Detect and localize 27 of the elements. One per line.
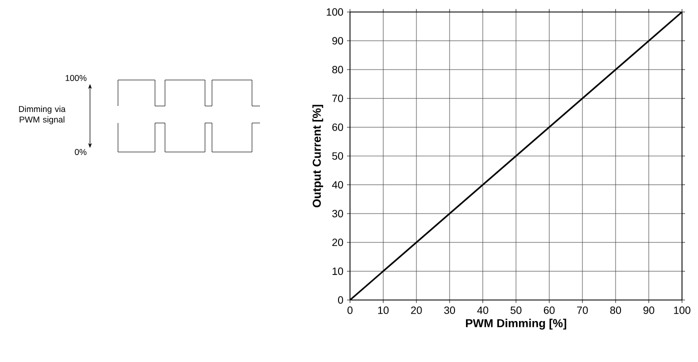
x-axis-title: PWM Dimming [%] (466, 318, 566, 330)
x-tick-label: 50 (510, 306, 522, 314)
text: 0% (74, 148, 86, 155)
y-tick-label: 70 (332, 94, 344, 102)
y-axis-title: Output Current [%] (312, 104, 324, 208)
x-tick-label: 20 (411, 306, 422, 314)
x-tick-label: 40 (477, 306, 488, 314)
x-tick-label: 90 (643, 306, 654, 314)
x-tick-label: 10 (378, 306, 389, 314)
x-tick-label: 0 (347, 306, 353, 314)
x-tick-label: 100 (674, 306, 690, 314)
y-tick-label: 40 (332, 181, 344, 189)
text: Dimming via PWM signal (19, 106, 66, 124)
y-tick-label: 90 (332, 37, 344, 45)
y-tick-label: 100 (326, 8, 344, 16)
y-tick-label: 0 (338, 296, 344, 304)
x-tick-label: 70 (577, 306, 588, 314)
y-tick-label: 60 (332, 123, 344, 131)
y-tick-label: 10 (332, 267, 344, 275)
y-tick-label: 20 (332, 238, 344, 246)
x-tick-label: 80 (610, 306, 622, 314)
y-tick-label: 50 (332, 152, 344, 160)
text: 100% (66, 74, 86, 81)
y-tick-label: 80 (332, 66, 344, 74)
x-tick-label: 30 (444, 306, 456, 314)
x-tick-label: 60 (544, 306, 555, 314)
y-tick-label: 30 (332, 210, 344, 218)
